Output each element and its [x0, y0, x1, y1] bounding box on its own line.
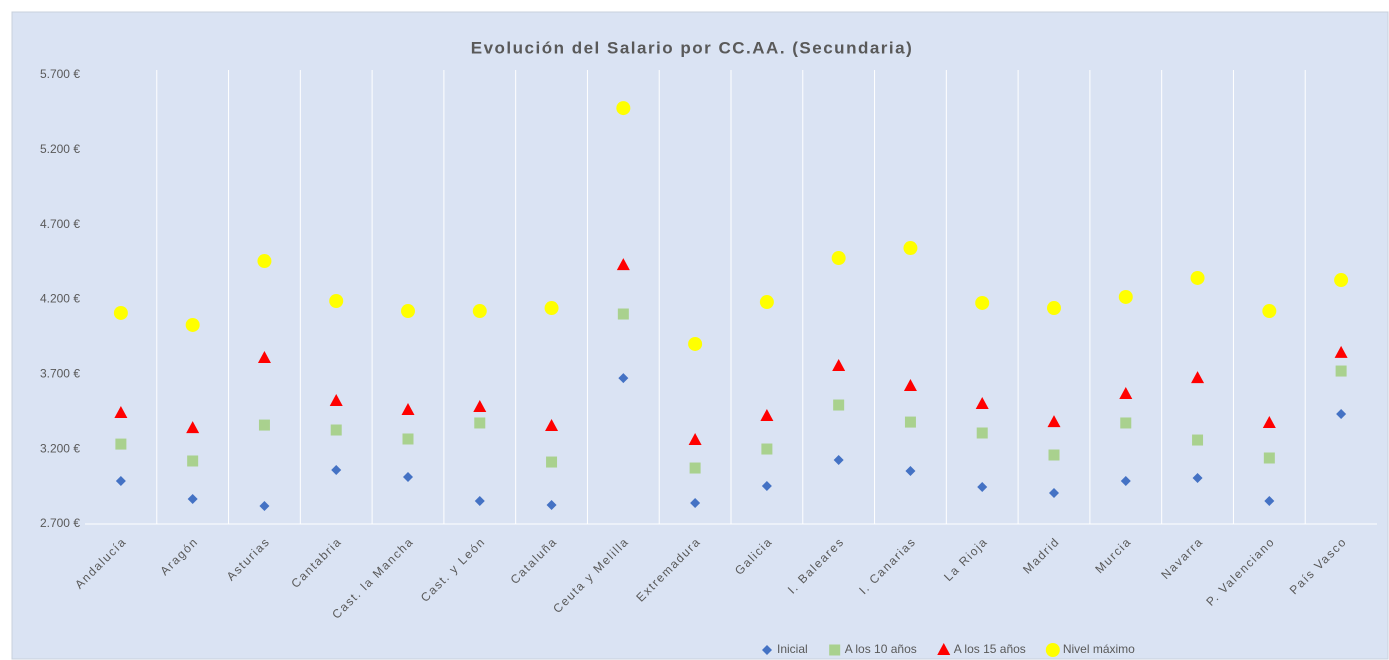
- point: [905, 466, 916, 477]
- y-tick-label: 5.200 €: [40, 142, 80, 156]
- point: [187, 494, 198, 505]
- chart-area: [11, 11, 1389, 660]
- point: [1335, 365, 1347, 377]
- point: [833, 399, 845, 411]
- point: [472, 304, 487, 319]
- point: [761, 480, 772, 491]
- point: [544, 301, 559, 316]
- point: [688, 433, 702, 446]
- point: [1049, 488, 1059, 499]
- point: [761, 443, 773, 455]
- legend-label: A los 10 años: [845, 642, 917, 656]
- y-tick-label: 2.700 €: [40, 516, 80, 530]
- point: [402, 433, 414, 445]
- point: [829, 644, 841, 656]
- point: [975, 396, 989, 409]
- point: [186, 421, 200, 434]
- y-tick-label: 5.700 €: [40, 67, 80, 81]
- point: [976, 427, 988, 439]
- point: [545, 418, 559, 431]
- point: [760, 408, 774, 421]
- point: [832, 358, 846, 371]
- point: [1047, 415, 1061, 428]
- point: [1047, 301, 1061, 316]
- point: [1120, 417, 1132, 429]
- point: [616, 258, 630, 271]
- point: [688, 336, 703, 351]
- point: [903, 241, 918, 256]
- point: [937, 643, 951, 655]
- legend-label: Inicial: [777, 642, 808, 656]
- point: [474, 417, 486, 429]
- point: [1334, 345, 1348, 358]
- point: [331, 464, 342, 475]
- point: [762, 645, 772, 655]
- point: [1334, 273, 1349, 288]
- point: [187, 455, 199, 467]
- legend-label: Nivel máximo: [1063, 642, 1135, 656]
- point: [258, 419, 270, 431]
- point: [115, 476, 126, 487]
- point: [617, 308, 629, 320]
- point: [114, 405, 128, 418]
- point: [1262, 304, 1277, 319]
- point: [977, 482, 988, 493]
- point: [474, 495, 485, 506]
- point: [259, 501, 270, 512]
- point: [546, 456, 558, 468]
- point: [616, 101, 631, 116]
- point: [1119, 386, 1133, 399]
- point: [759, 295, 774, 310]
- point: [473, 399, 487, 412]
- point: [403, 472, 413, 483]
- y-tick-label: 4.700 €: [40, 217, 80, 231]
- legend-label: A los 15 años: [954, 642, 1026, 656]
- point: [1264, 495, 1275, 506]
- y-tick-label: 4.200 €: [40, 292, 80, 306]
- point: [113, 305, 128, 320]
- point: [904, 416, 916, 428]
- point: [257, 254, 272, 269]
- point: [689, 462, 701, 474]
- point: [329, 293, 344, 308]
- chart-title: Evolución del Salario por CC.AA. (Secund…: [471, 38, 914, 57]
- point: [329, 393, 343, 406]
- point: [257, 351, 271, 364]
- point: [1118, 289, 1133, 304]
- point: [401, 402, 415, 415]
- point: [831, 251, 846, 266]
- point: [975, 295, 990, 310]
- point: [1048, 449, 1060, 461]
- point: [690, 498, 701, 509]
- point: [903, 379, 917, 392]
- point: [330, 424, 342, 436]
- y-tick-label: 3.700 €: [40, 367, 80, 381]
- point: [1336, 408, 1347, 419]
- point: [1190, 270, 1205, 285]
- point: [546, 499, 557, 510]
- y-tick-label: 3.200 €: [40, 441, 80, 455]
- point: [1120, 476, 1131, 487]
- point: [618, 373, 629, 384]
- point: [1045, 643, 1060, 657]
- point: [185, 317, 200, 332]
- point: [1262, 415, 1276, 428]
- point: [401, 304, 415, 319]
- point: [1191, 371, 1205, 384]
- point: [1192, 434, 1204, 446]
- point: [833, 454, 844, 465]
- point: [1192, 473, 1203, 484]
- point: [1263, 452, 1275, 464]
- point: [115, 438, 127, 450]
